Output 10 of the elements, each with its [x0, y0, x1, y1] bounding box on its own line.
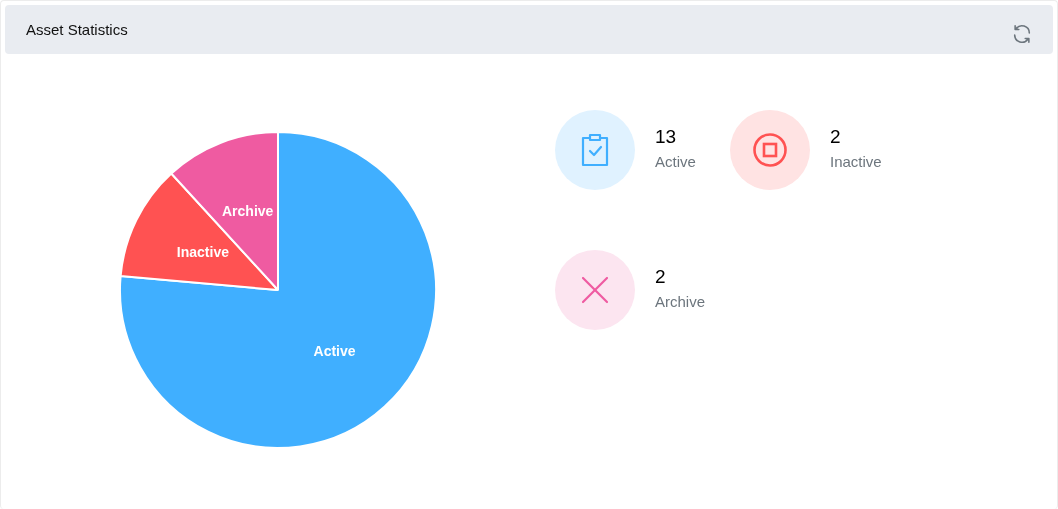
text: 2: [655, 266, 666, 287]
chart-title: Asset Statistics: [26, 21, 128, 38]
text: Archive: [655, 293, 706, 310]
slice-label: Active: [313, 342, 356, 359]
text: 13: [655, 126, 677, 147]
text: Inactive: [830, 153, 882, 170]
slice-label: Archive: [221, 202, 274, 219]
slice-label: Inactive: [176, 243, 230, 260]
text: Active: [655, 153, 696, 170]
text: 2: [830, 126, 841, 147]
